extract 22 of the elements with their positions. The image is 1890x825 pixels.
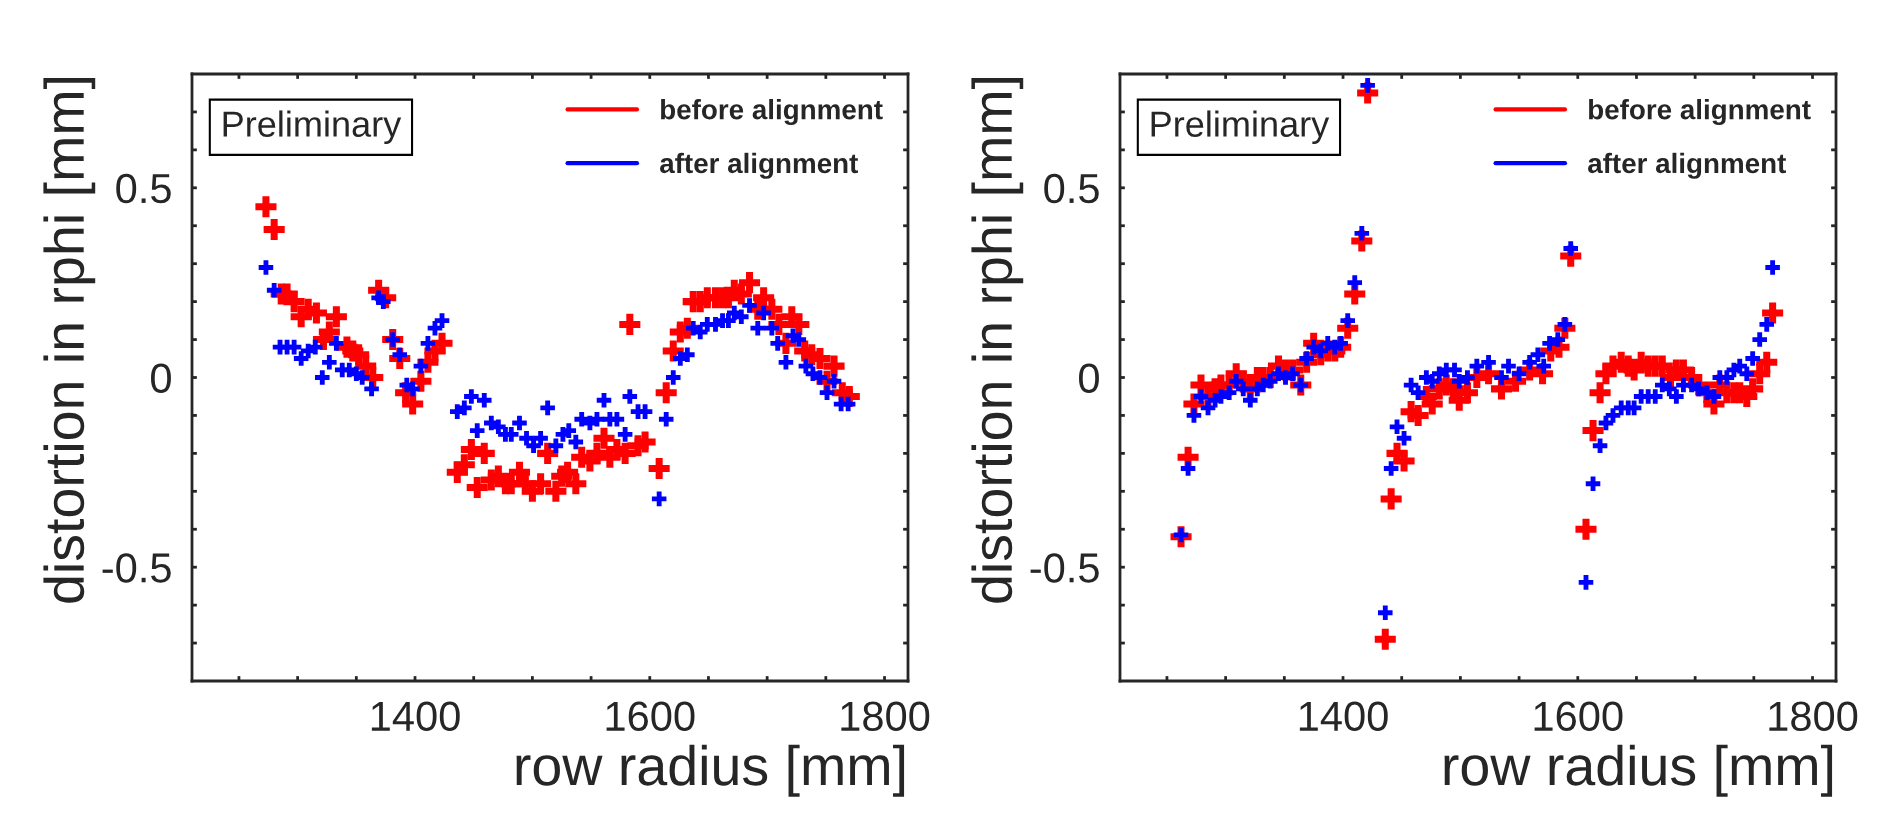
- y-tick-label: 0.5: [116, 173, 171, 204]
- y-tick-label: 0.5: [1044, 173, 1099, 204]
- x-tick-label: 1800: [841, 701, 930, 732]
- x-tick-label: 1400: [1299, 701, 1388, 732]
- x-axis-title: row radius [mm]: [1444, 744, 1833, 797]
- y-axis-title: distortion in rphi [mm]: [43, 77, 96, 603]
- legend-label: before alignment: [1589, 99, 1811, 126]
- annotation: Preliminary: [223, 110, 402, 145]
- x-tick-label: 1600: [1534, 701, 1623, 732]
- y-tick-label: -0.5: [1030, 553, 1099, 583]
- x-tick-label: 1800: [1769, 701, 1858, 732]
- x-tick-label: 1600: [606, 701, 695, 732]
- legend-label: after alignment: [660, 152, 858, 179]
- y-axis-title: distortion in rphi [mm]: [971, 77, 1024, 603]
- y-tick-label: 0: [1079, 363, 1099, 394]
- y-tick-label: 0: [151, 363, 171, 394]
- legend-label: before alignment: [661, 99, 883, 126]
- annotation: Preliminary: [1151, 110, 1330, 145]
- y-tick-label: -0.5: [102, 553, 171, 583]
- legend-label: after alignment: [1588, 152, 1786, 179]
- x-axis-title: row radius [mm]: [516, 744, 905, 797]
- x-tick-label: 1400: [371, 701, 460, 732]
